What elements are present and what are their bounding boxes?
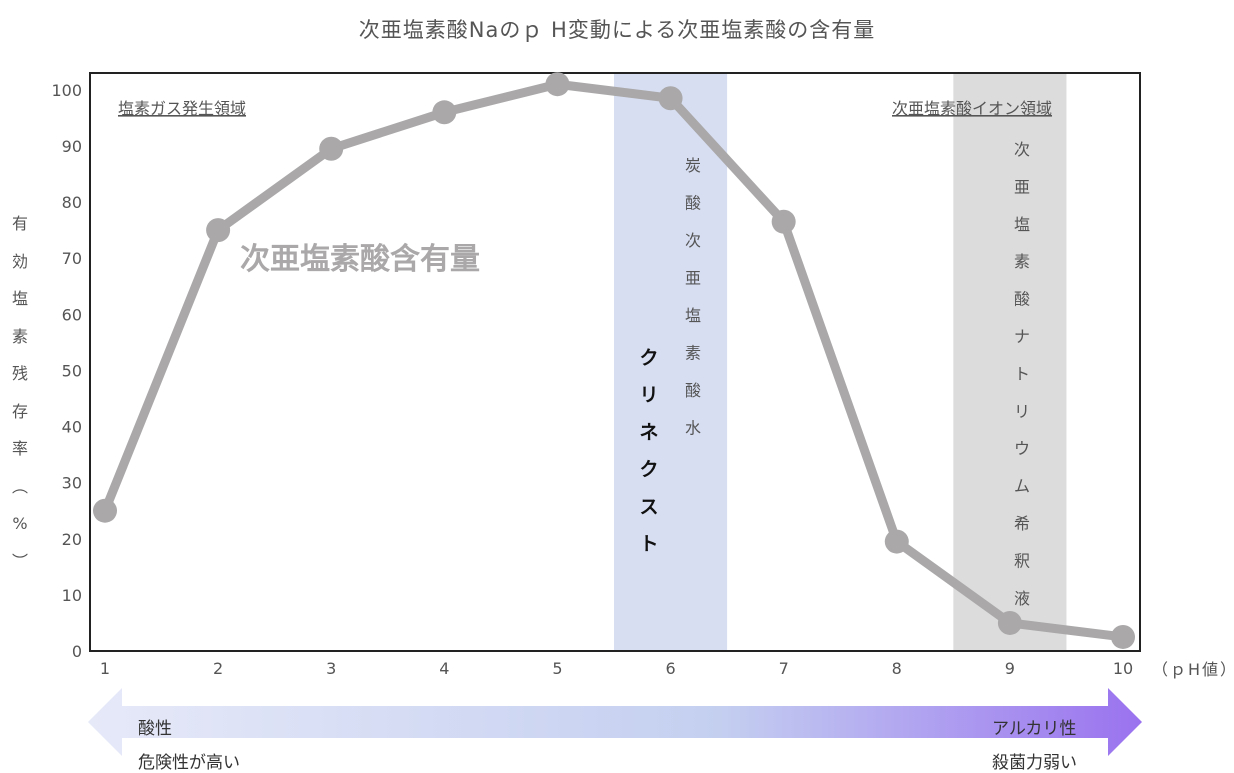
band-9-label-char: ウ [1014,439,1030,458]
y-axis-label-char: 存 [11,401,28,421]
curve-label: 次亜塩素酸含有量 [240,242,480,277]
band-6-product-label-char: ク [639,347,658,369]
band-9-label-char: ト [1014,364,1030,383]
band-6-product-label-char: ネ [639,421,658,443]
chlorine-gas-region-label: 塩素ガス発生領域 [118,99,246,118]
y-axis-label-char: ︵ [11,476,28,496]
arrow-left-line1: 酸性 [138,719,172,739]
y-axis-label-char: 素 [11,326,28,346]
y-axis-label-char: 残 [11,364,28,383]
band-9-label-char: 希 [1014,514,1030,533]
chart-title: 次亜塩素酸Naのｐ H変動による次亜塩素酸の含有量 [358,18,876,42]
band-9-label-char: 素 [1014,252,1030,271]
x-tick-label: 6 [665,659,675,678]
x-tick-label: 9 [1005,659,1015,678]
band-9-label-char: 次 [1014,140,1030,159]
x-tick-label: 5 [552,659,562,678]
y-tick-label: 60 [62,305,82,324]
band-9-label-char: 釈 [1014,551,1030,570]
arrow-right-line2: 殺菌力弱い [992,753,1077,773]
arrow-right-line1: アルカリ性 [992,719,1077,739]
y-axis-label-char: 有 [11,214,28,233]
band-9-label-char: 亜 [1014,177,1030,196]
band-9-label-char: 液 [1014,589,1030,608]
y-axis-label-char: 塩 [11,289,28,308]
y-tick-label: 10 [62,586,82,605]
x-tick-label: 10 [1113,659,1133,678]
data-point [658,86,683,111]
ph-arrow [88,688,1142,756]
band-9-label-char: 塩 [1014,215,1030,234]
band-9-label-char: ム [1014,477,1030,496]
band-6-label-char: 酸 [685,381,701,400]
y-axis-label-char: % [12,514,28,533]
hypochlorite-ion-region-label: 次亜塩素酸イオン領域 [892,99,1052,118]
band-6-product-label-char: リ [639,384,658,406]
y-axis-label-char: 率 [11,439,28,458]
y-tick-label: 0 [72,642,82,661]
arrow-left-line2: 危険性が高い [138,753,240,773]
y-axis-label-char: 効 [11,251,28,271]
plot-frame [89,72,1141,652]
data-point [319,136,344,161]
data-point [771,209,796,234]
x-tick-label: 2 [213,659,223,678]
y-tick-label: 70 [62,249,82,268]
highlight-band-0 [614,73,728,651]
band-6-label-char: 塩 [685,306,701,325]
data-point [206,218,231,243]
data-point [1111,624,1135,649]
band-6-label-char: 酸 [685,194,701,213]
y-tick-label: 20 [62,530,82,549]
band-6-label-char: 亜 [685,269,701,288]
highlight-band-1 [953,73,1067,651]
band-9-label-char: 酸 [1014,290,1030,309]
band-6-label-char: 次 [685,231,701,250]
y-tick-label: 90 [62,137,82,156]
y-tick-label: 50 [62,361,82,380]
band-6-product-label-char: ス [639,496,658,518]
x-tick-label: 1 [100,659,110,678]
y-tick-label: 40 [62,418,82,437]
y-axis-label: 有効塩素残存率 ︵% ︶ [8,205,32,580]
y-tick-label: 80 [62,193,82,212]
band-6-product-label-char: ト [639,533,658,555]
series-line [100,79,1128,642]
x-tick-label: 8 [892,659,902,678]
y-tick-label: 100 [51,81,82,100]
x-tick-label: 4 [439,659,449,678]
x-tick-label: 7 [779,659,789,678]
band-6-label-char: 水 [685,419,701,438]
data-point [93,498,117,523]
data-point [545,72,570,97]
y-tick-label: 30 [62,474,82,493]
band-6-label-char: 素 [685,344,701,363]
band-6-label-char: 炭 [685,156,701,175]
data-point [884,529,909,554]
data-point [432,100,457,125]
band-9-label-char: リ [1014,402,1030,421]
band-6-product-label-char: ク [639,459,658,481]
band-9-label-char: ナ [1014,327,1030,346]
data-point [997,610,1022,635]
x-axis-unit: （ｐH値） [1152,660,1234,679]
y-axis-label-char: ︶ [11,551,28,571]
x-tick-label: 3 [326,659,336,678]
